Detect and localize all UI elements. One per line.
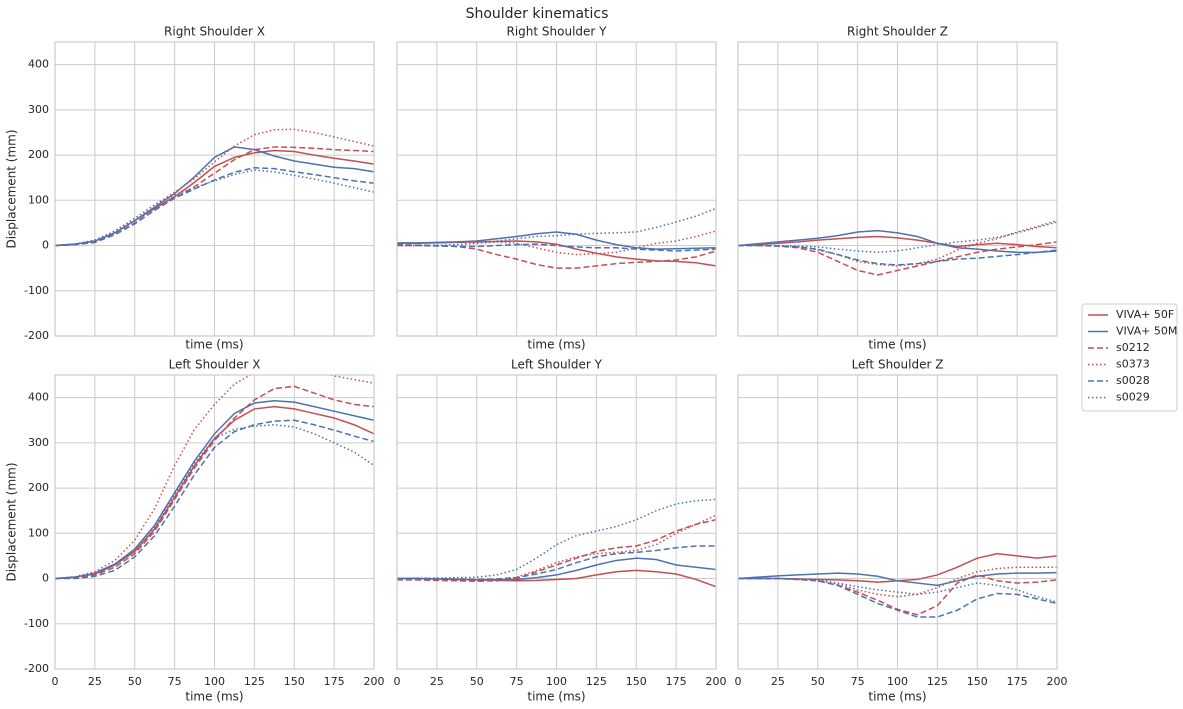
subplot-title: Left Shoulder Z [852, 358, 944, 372]
series-line [738, 219, 1057, 267]
x-axis-label: time (ms) [868, 690, 926, 704]
y-tick-label: -200 [24, 662, 49, 675]
x-tick-label: 0 [394, 675, 401, 688]
plot-area [397, 207, 716, 269]
x-tick-label: 150 [284, 675, 305, 688]
x-axis-label: time (ms) [185, 338, 243, 352]
x-tick-label: 150 [967, 675, 988, 688]
legend-label: s0373 [1116, 358, 1150, 371]
legend-label: s0028 [1116, 374, 1150, 387]
plot-area [738, 552, 1057, 618]
series-line [738, 241, 1057, 276]
x-tick-label: 0 [735, 675, 742, 688]
y-tick-label: -100 [24, 284, 49, 297]
y-tick-label: 300 [28, 103, 49, 116]
x-tick-label: 125 [586, 675, 607, 688]
x-tick-label: 175 [1007, 675, 1028, 688]
plot-area [397, 498, 716, 588]
x-axis-label: time (ms) [527, 690, 585, 704]
y-tick-label: -200 [24, 329, 49, 342]
y-tick-label: 400 [28, 58, 49, 71]
series-line [397, 231, 716, 250]
x-tick-label: 50 [470, 675, 484, 688]
x-tick-label: 25 [771, 675, 785, 688]
legend-label: s0029 [1116, 391, 1150, 404]
legend-label: VIVA+ 50F [1116, 308, 1174, 321]
x-tick-label: 0 [52, 675, 59, 688]
axes-frame [737, 41, 1058, 337]
y-tick-label: 100 [28, 193, 49, 206]
x-tick-label: 75 [510, 675, 524, 688]
axes-frame [737, 374, 1058, 670]
x-tick-label: 50 [811, 675, 825, 688]
x-tick-label: 125 [244, 675, 265, 688]
axes-frame [396, 374, 717, 670]
y-tick-label: 300 [28, 436, 49, 449]
figure-title: Shoulder kinematics [466, 6, 609, 22]
subplot-title: Right Shoulder Z [847, 25, 948, 39]
x-tick-label: 125 [927, 675, 948, 688]
series-line [397, 207, 716, 247]
x-tick-label: 25 [88, 675, 102, 688]
series-line [738, 577, 1057, 603]
series-line [55, 419, 374, 580]
x-tick-label: 175 [666, 675, 687, 688]
series-line [738, 577, 1057, 618]
x-tick-label: 100 [887, 675, 908, 688]
x-tick-label: 175 [324, 675, 345, 688]
x-tick-label: 50 [128, 675, 142, 688]
series-line [738, 571, 1057, 587]
plot-area [738, 219, 1057, 276]
series-line [397, 514, 716, 581]
series-line [738, 221, 1057, 254]
y-tick-label: 0 [42, 572, 49, 585]
x-tick-label: 100 [546, 675, 567, 688]
series-line [55, 146, 374, 247]
x-tick-label: 75 [168, 675, 182, 688]
x-tick-label: 200 [364, 675, 385, 688]
x-axis-label: time (ms) [527, 338, 585, 352]
y-axis-label: Displacement (mm) [5, 129, 19, 248]
legend-label: s0212 [1116, 341, 1150, 354]
series-line [397, 243, 716, 252]
legend-label: VIVA+ 50M [1116, 325, 1177, 338]
series-line [55, 423, 374, 580]
series-line [55, 400, 374, 580]
axes-frame [54, 41, 375, 337]
x-axis-label: time (ms) [185, 690, 243, 704]
series-line [738, 235, 1057, 249]
x-tick-label: 25 [430, 675, 444, 688]
subplot-title: Right Shoulder Y [507, 25, 608, 39]
x-axis-label: time (ms) [868, 338, 926, 352]
axes-frame [54, 374, 375, 670]
y-tick-label: 200 [28, 481, 49, 494]
y-tick-label: 0 [42, 239, 49, 252]
y-tick-label: 200 [28, 148, 49, 161]
subplot-title: Left Shoulder X [169, 358, 261, 372]
x-tick-label: 150 [626, 675, 647, 688]
series-line [397, 519, 716, 583]
y-tick-label: 400 [28, 391, 49, 404]
series-line [738, 229, 1057, 254]
subplot-title: Right Shoulder X [164, 25, 265, 39]
plot-area [55, 375, 374, 580]
series-line [55, 166, 374, 247]
subplot-title: Left Shoulder Y [511, 358, 603, 372]
y-tick-label: 100 [28, 526, 49, 539]
series-line [397, 498, 716, 580]
series-line [738, 574, 1057, 616]
x-tick-label: 100 [204, 675, 225, 688]
x-tick-label: 200 [1047, 675, 1068, 688]
axes-frame [396, 41, 717, 337]
x-tick-label: 75 [851, 675, 865, 688]
series-line [55, 385, 374, 580]
y-axis-label: Displacement (mm) [5, 462, 19, 581]
x-tick-label: 200 [706, 675, 727, 688]
y-tick-label: -100 [24, 617, 49, 630]
plot-area [55, 128, 374, 247]
